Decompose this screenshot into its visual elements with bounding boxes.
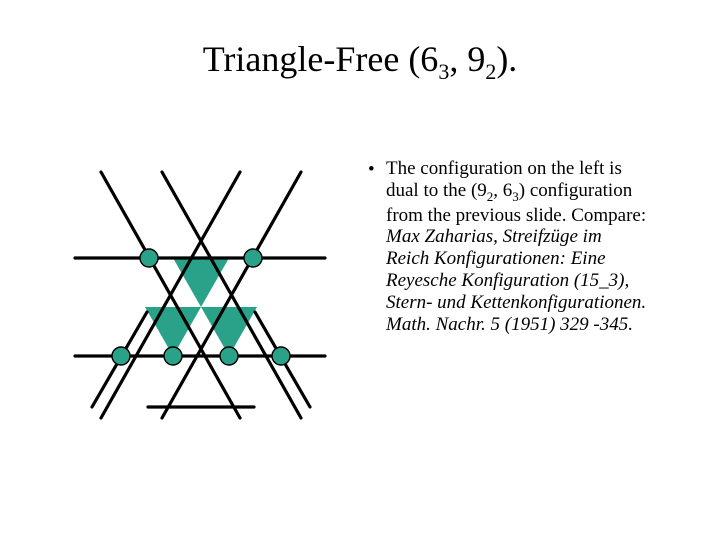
text-reference: Max Zaharias, Streifzüge im Reich Konfig…: [386, 226, 646, 334]
bullet-item: • The configuration on the left is dual …: [368, 158, 648, 336]
title-suffix: ).: [496, 39, 517, 79]
diagram-svg: [65, 160, 335, 430]
bullet-dot: •: [368, 158, 386, 181]
bullet-list: • The configuration on the left is dual …: [368, 158, 648, 336]
title-prefix: Triangle-Free (6: [203, 39, 439, 79]
text-part-2: , 6: [493, 180, 512, 201]
title-sub2: 2: [485, 59, 496, 84]
configuration-diagram: [65, 160, 335, 430]
slide-title: Triangle-Free (63, 92).: [0, 38, 720, 85]
title-mid: , 9: [449, 39, 485, 79]
bullet-text: The configuration on the left is dual to…: [386, 158, 648, 336]
title-sub1: 3: [438, 59, 449, 84]
slide: { "title": { "prefix": "Triangle-Free (6…: [0, 0, 720, 540]
content-area: • The configuration on the left is dual …: [0, 150, 720, 510]
